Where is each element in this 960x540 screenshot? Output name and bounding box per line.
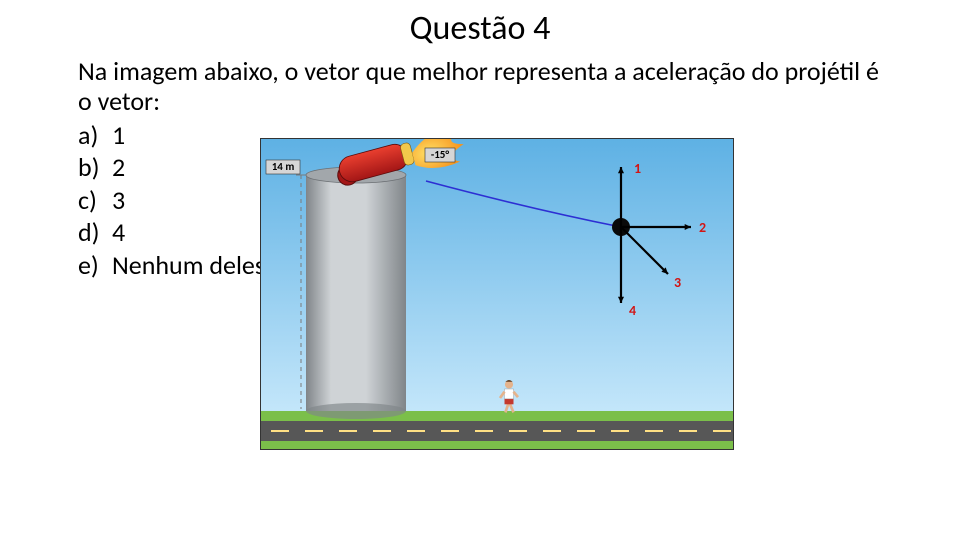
- svg-text:4: 4: [629, 302, 636, 319]
- svg-text:1: 1: [634, 160, 641, 177]
- svg-text:-15°: -15°: [431, 148, 450, 161]
- option-b-letter: b): [78, 151, 112, 184]
- option-c-letter: c): [78, 184, 112, 217]
- option-e-letter: e): [78, 249, 112, 282]
- option-a-text: 1: [112, 119, 125, 152]
- option-c-text: 3: [112, 184, 125, 217]
- option-b-text: 2: [112, 151, 125, 184]
- option-d-letter: d): [78, 216, 112, 249]
- question-text: Na imagem abaixo, o vetor que melhor rep…: [78, 57, 882, 117]
- svg-text:3: 3: [674, 274, 681, 291]
- option-d-text: 4: [112, 216, 125, 249]
- svg-text:14 m: 14 m: [272, 160, 295, 173]
- option-e-text: Nenhum deles.: [112, 249, 272, 282]
- option-a-letter: a): [78, 119, 112, 152]
- physics-diagram: 14 m -15° 1 2 3 4: [260, 138, 734, 450]
- svg-text:2: 2: [699, 219, 706, 236]
- slide-title: Questão 4: [0, 8, 960, 49]
